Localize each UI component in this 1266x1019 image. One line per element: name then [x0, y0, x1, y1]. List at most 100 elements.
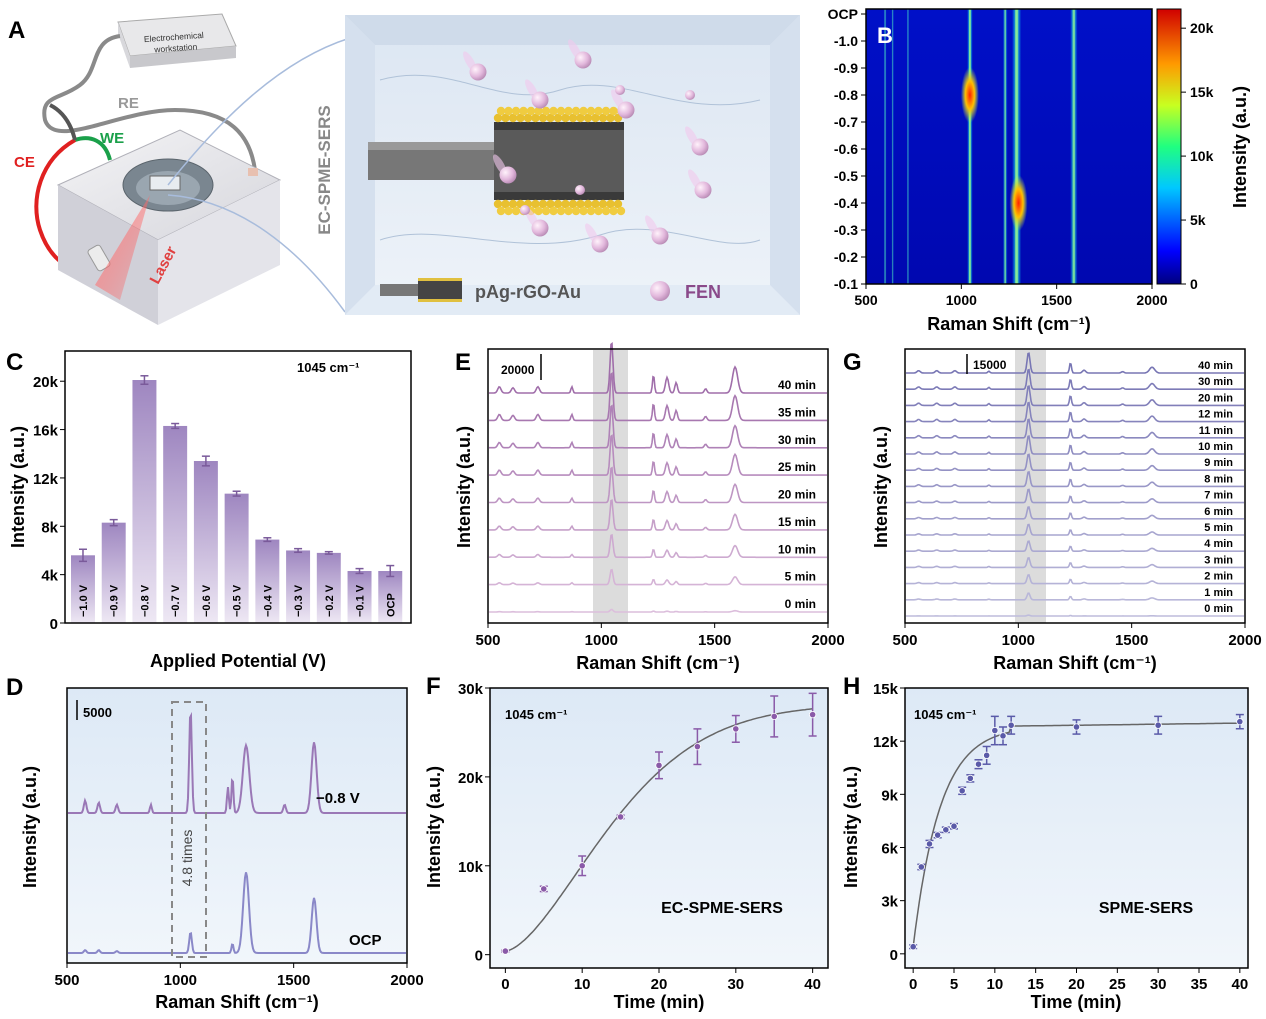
b-y-tick-label: -1.0 — [834, 33, 858, 49]
h-data-point — [991, 726, 999, 735]
d-highlight-box — [171, 701, 207, 958]
c-bar — [193, 461, 218, 623]
legend-probe-label: pAg-rGO-Au — [475, 282, 581, 302]
gold-dot-top — [534, 106, 543, 116]
c-category-label: −0.9 V — [109, 584, 121, 617]
f-title: 1045 cm⁻¹ — [505, 707, 568, 722]
c-y-tick-label: 0 — [50, 616, 58, 633]
gold-dot-bottom — [501, 199, 510, 209]
panel-letter-a: A — [8, 17, 25, 44]
heatmap-band — [967, 9, 973, 284]
heatmap-band — [906, 9, 910, 284]
panel-letter-g: G — [843, 349, 862, 376]
fen-ball — [575, 185, 585, 195]
d-scale-value: 5000 — [83, 705, 112, 720]
g-series-label: 8 min — [1204, 473, 1233, 485]
gold-dot-top — [591, 113, 600, 123]
c-y-tick-label: 4k — [41, 568, 58, 585]
g-series-label: 7 min — [1204, 490, 1233, 502]
heatmap-band-core — [1072, 9, 1076, 284]
gold-dot-bottom — [534, 206, 543, 216]
fen-ball — [651, 227, 669, 245]
h-y-tick-label: 15k — [873, 681, 899, 698]
e-spectrum — [489, 608, 827, 613]
panel-letter-e: E — [455, 349, 471, 376]
e-series-labels: 40 min 35 min 30 min 25 min 20 min 15 min 10 m… — [778, 378, 816, 611]
c-bar — [224, 493, 249, 623]
c-bar — [163, 425, 188, 623]
probe-rod-shine — [368, 142, 496, 150]
c-y-label: Intensity (a.u.) — [8, 426, 28, 548]
gold-dot-top — [526, 106, 536, 116]
f-data-point — [578, 862, 586, 870]
colorbar — [1156, 8, 1182, 285]
laser-beam — [95, 195, 150, 300]
f-x-tick-label: 20 — [651, 976, 668, 993]
gold-dot-bottom — [571, 206, 581, 216]
f-background — [490, 688, 828, 968]
e-spectrum — [489, 372, 827, 422]
gold-dot-bottom — [579, 206, 588, 216]
f-data-point — [616, 813, 625, 821]
colorbar-tick-label: 10k — [1190, 148, 1214, 164]
d-series-label-0: −0.8 V — [316, 790, 360, 807]
gold-dot-top — [523, 113, 533, 123]
h-y-tick-label: 0 — [890, 947, 898, 964]
g-x-tick-label: 1500 — [1115, 632, 1148, 649]
b-y-ticks: OCP -1.0 -0.9 -0.8 -0.7 -0.6 -0.5 -0.4 -0.3 -0.2 -… — [828, 6, 866, 292]
e-spectrum — [489, 533, 827, 559]
f-data-point — [693, 743, 702, 751]
g-spectrum — [906, 385, 1244, 407]
fen-ball — [617, 101, 635, 119]
e-y-label: Intensity (a.u.) — [454, 426, 474, 548]
legend-probe-rod — [380, 284, 418, 296]
c-category-label: −1.0 V — [78, 584, 90, 617]
gold-dot-top — [501, 113, 510, 123]
panel-letter-c: C — [6, 349, 23, 376]
g-series-label: 1 min — [1204, 587, 1233, 599]
g-series-label: 20 min — [1198, 392, 1233, 404]
gold-dot-top — [496, 106, 506, 116]
re-connector — [248, 168, 258, 176]
e-x-tick-label: 500 — [475, 632, 500, 649]
gold-dot-top — [586, 106, 596, 116]
g-series-label: 2 min — [1204, 571, 1233, 583]
c-bar — [71, 555, 95, 623]
g-spectrum — [906, 592, 1244, 601]
b-y-tick-label: -0.5 — [834, 168, 858, 184]
g-x-tick-label: 500 — [892, 632, 917, 649]
c-y-tick-label: 12k — [33, 471, 59, 488]
colorbar-ticks: 0 5k 10k 15k 20k — [1181, 20, 1214, 292]
gold-dot-top — [546, 113, 555, 123]
g-series-label: 9 min — [1204, 457, 1233, 469]
h-data-point — [942, 826, 950, 834]
panel-c: C −1.0 V −0.9 V −0.8 V −0.7 V −0.6 V −0.5 V −0… — [6, 349, 412, 671]
c-category-label: −0.5 V — [232, 584, 244, 617]
gold-dot-top — [538, 113, 548, 123]
f-data-point — [732, 725, 740, 733]
colorbar-label: Intensity (a.u.) — [1230, 86, 1250, 208]
f-ticks: 0 10 20 30 40 0 10k 20k 30k — [458, 681, 821, 993]
heatmap-band — [891, 9, 894, 284]
g-spectrum — [906, 523, 1244, 536]
g-spectrum — [906, 556, 1244, 569]
legend-gold-bottom — [418, 299, 462, 302]
g-series-labels: 40 min 30 min 20 min 12 min 11 min 10 min 9 mi… — [1198, 360, 1233, 615]
h-data-point — [1007, 721, 1015, 729]
gold-dot-top — [511, 106, 521, 116]
h-data-point — [934, 831, 942, 839]
fen-ball — [691, 138, 709, 156]
f-y-tick-label: 0 — [475, 948, 483, 965]
h-x-tick-label: 20 — [1068, 976, 1085, 993]
h-data-point — [1154, 721, 1162, 729]
e-scale-value: 20000 — [501, 363, 535, 377]
c-category-label: −0.1 V — [355, 584, 367, 617]
g-spectrum — [906, 352, 1244, 374]
gold-dot-bottom — [496, 206, 506, 216]
g-series-label: 10 min — [1198, 441, 1233, 453]
d-series-label-1: OCP — [349, 932, 382, 949]
f-plot — [501, 692, 817, 955]
gold-dot-bottom — [583, 199, 593, 209]
d-x-tick-label: 1000 — [164, 972, 197, 989]
d-x-tick-label: 500 — [54, 972, 79, 989]
